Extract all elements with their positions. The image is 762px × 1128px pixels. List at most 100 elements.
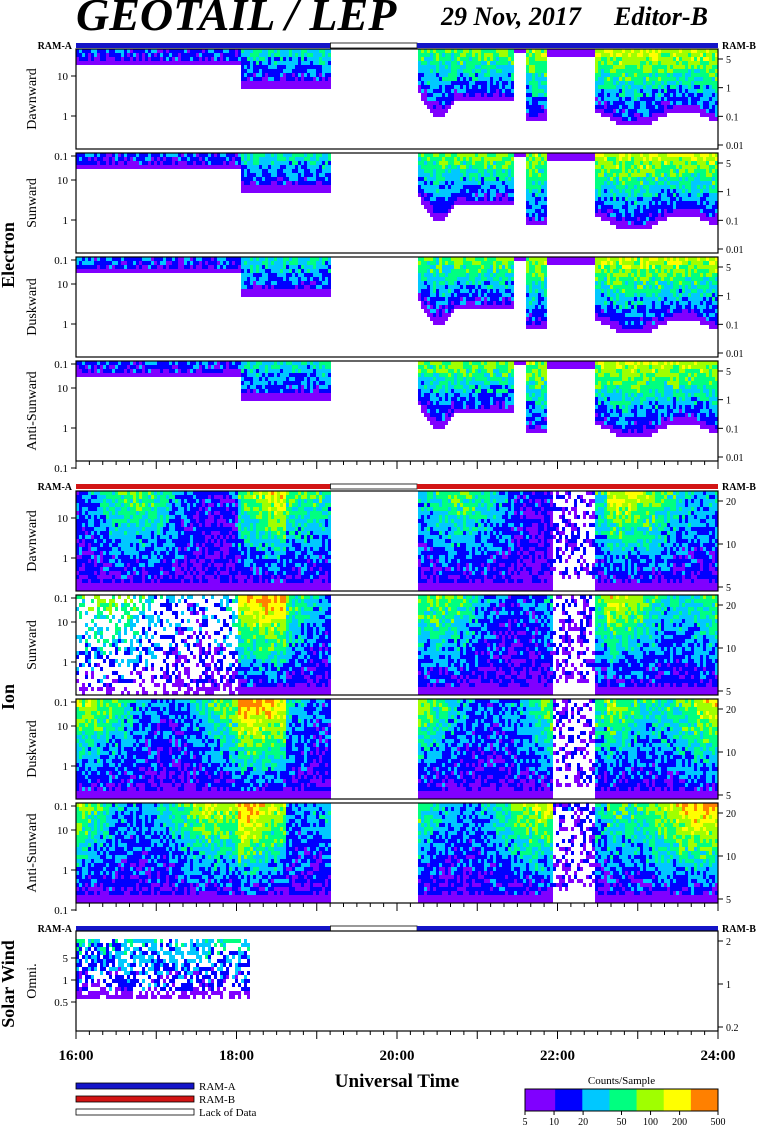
panel-label: Dawnward xyxy=(25,510,40,571)
colorbar-cell xyxy=(543,1089,547,1111)
y-tick-label: 0.1 xyxy=(54,255,68,267)
panel-8 xyxy=(71,802,723,911)
y-tick-label: 1 xyxy=(63,423,69,435)
colorbar-cell xyxy=(675,1089,680,1111)
y-tick-label: 1 xyxy=(726,292,731,303)
colorbar-cell xyxy=(588,1089,592,1111)
y-tick-label: 10 xyxy=(726,540,736,551)
panel-frame xyxy=(75,698,719,800)
ram-bar-gap xyxy=(329,925,418,932)
panel-label: Anti-Sunward xyxy=(25,371,40,450)
y-tick-label: 1 xyxy=(63,975,69,987)
panel-9 xyxy=(71,930,723,1032)
colorbar-title: Counts/Sample xyxy=(588,1075,655,1087)
panel-label: Sunward xyxy=(25,620,40,670)
panel-frame xyxy=(75,152,719,254)
colorbar-cell xyxy=(531,1089,535,1111)
panel-3 xyxy=(71,256,723,365)
colorbar-cell xyxy=(552,1089,556,1111)
y-tick-label: 20 xyxy=(726,809,736,820)
colorbar-cell xyxy=(702,1089,707,1111)
colorbar-cell xyxy=(672,1089,677,1111)
panel-frame xyxy=(75,48,719,150)
y-tick-label: 1 xyxy=(63,761,69,773)
y-tick-label: 0.5 xyxy=(54,997,68,1009)
y-tick-label: 10 xyxy=(57,513,69,525)
colorbar-cell xyxy=(687,1089,692,1111)
colorbar-cell xyxy=(576,1089,580,1111)
y-tick-label: 1 xyxy=(63,657,69,669)
ram-bar xyxy=(76,926,331,931)
y-tick-label: 0.1 xyxy=(726,320,739,331)
ram-b-label: RAM-B xyxy=(722,482,756,493)
y-tick-label: 0.1 xyxy=(54,463,68,475)
colorbar-cell xyxy=(657,1089,662,1111)
y-tick-label: 1 xyxy=(63,319,69,331)
y-tick-label: 0.1 xyxy=(54,359,68,371)
y-tick-label: 20 xyxy=(726,601,736,612)
y-tick-label: 1 xyxy=(63,111,69,123)
colorbar-cell xyxy=(678,1089,683,1111)
y-tick-label: 0.01 xyxy=(726,245,744,256)
page-title: GEOTAIL / LEP xyxy=(76,0,396,41)
panel-label: Sunward xyxy=(25,178,40,228)
panel-1 xyxy=(71,48,723,157)
x-tick-label: 24:00 xyxy=(701,1048,736,1064)
colorbar-cell xyxy=(624,1089,629,1111)
group-label-2: Solar Wind xyxy=(0,940,18,1028)
y-tick-label: 10 xyxy=(57,825,69,837)
y-tick-label: 0.1 xyxy=(726,112,739,123)
colorbar-cell xyxy=(633,1089,638,1111)
y-tick-label: 5 xyxy=(726,791,731,802)
colorbar-cell xyxy=(612,1089,616,1111)
panel-7 xyxy=(71,698,723,807)
colorbar-cell xyxy=(696,1089,701,1111)
panel-frame xyxy=(75,490,719,592)
colorbar-cell xyxy=(555,1089,559,1111)
colorbar-cell xyxy=(594,1089,598,1111)
legend-swatch xyxy=(75,1082,195,1090)
legend-label: RAM-B xyxy=(199,1094,235,1106)
colorbar-cell xyxy=(651,1089,656,1111)
y-tick-label: 10 xyxy=(57,721,69,733)
panel-frame xyxy=(75,594,719,696)
legend-swatch xyxy=(75,1108,195,1116)
y-tick-label: 0.1 xyxy=(54,697,68,709)
panel-label: Duskward xyxy=(25,720,40,778)
y-tick-label: 5 xyxy=(726,367,731,378)
x-tick-label: 18:00 xyxy=(219,1048,254,1064)
y-tick-label: 5 xyxy=(726,159,731,170)
colorbar-cell xyxy=(558,1089,562,1111)
ram-b-label: RAM-B xyxy=(722,41,756,52)
colorbar-cell xyxy=(609,1089,613,1111)
colorbar-cell xyxy=(582,1089,586,1111)
colorbar-cell xyxy=(564,1089,568,1111)
colorbar-cell xyxy=(711,1089,716,1111)
editor-label: Editor-B xyxy=(614,2,708,32)
colorbar-cell xyxy=(708,1089,713,1111)
y-tick-label: 0.1 xyxy=(726,424,739,435)
colorbar-tick-label: 5 xyxy=(523,1117,528,1128)
y-tick-label: 0.01 xyxy=(726,141,744,152)
y-tick-label: 10 xyxy=(57,617,69,629)
colorbar-cell xyxy=(654,1089,659,1111)
y-tick-label: 2 xyxy=(726,937,731,948)
legend-label: Lack of Data xyxy=(199,1107,257,1119)
colorbar-cell xyxy=(600,1089,604,1111)
y-tick-label: 0.1 xyxy=(54,593,68,605)
colorbar-cell xyxy=(681,1089,686,1111)
colorbar-cell xyxy=(618,1089,622,1111)
panel-label: Anti-Sunward xyxy=(25,813,40,892)
colorbar-cell xyxy=(705,1089,710,1111)
colorbar-cell xyxy=(621,1089,626,1111)
colorbar-tick-label: 200 xyxy=(672,1117,687,1128)
ram-bar xyxy=(417,43,718,48)
y-tick-label: 0.1 xyxy=(54,801,68,813)
y-tick-label: 1 xyxy=(726,84,731,95)
y-tick-label: 1 xyxy=(726,980,731,991)
y-tick-label: 5 xyxy=(726,895,731,906)
panel-label: Duskward xyxy=(25,278,40,336)
y-tick-label: 5 xyxy=(726,583,731,594)
y-tick-label: 1 xyxy=(63,553,69,565)
